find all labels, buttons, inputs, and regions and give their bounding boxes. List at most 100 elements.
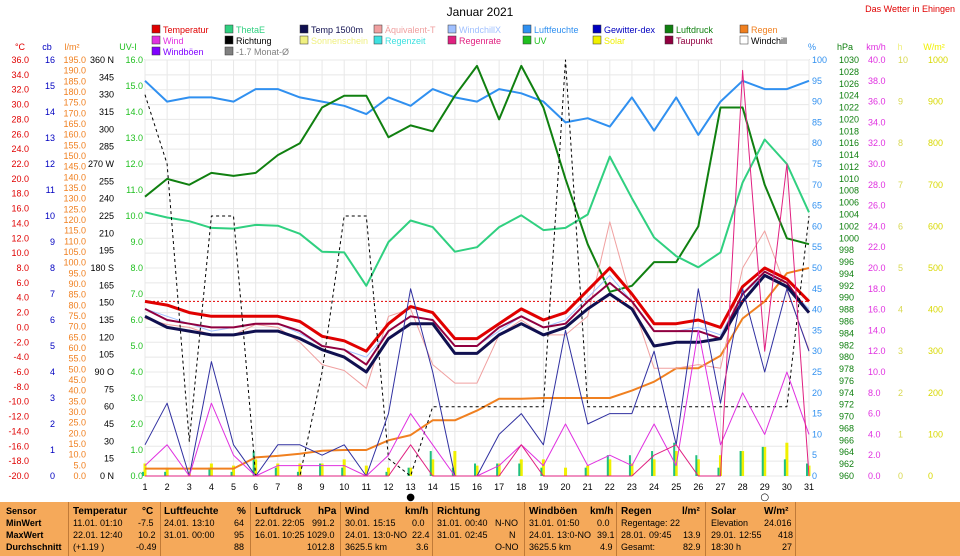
- legend-swatch: [447, 24, 457, 34]
- temp-tick-label: 24.0: [11, 144, 29, 154]
- x-tick-label: 31: [804, 482, 814, 492]
- wind-tick-label: 12.0: [868, 346, 886, 356]
- stats-solar-hours: 18:30 h: [711, 542, 742, 552]
- stats-regen-total-label: Gesamt:: [621, 542, 656, 552]
- cb-tick-label: 14: [45, 107, 55, 117]
- solar-bar: [431, 459, 435, 476]
- stats-row-label-min: MinWert: [6, 518, 42, 528]
- stats-luftdruck-min-value: 991.2: [312, 518, 335, 528]
- pressure-tick-label: 964: [839, 447, 854, 457]
- wind-tick-label: 38.0: [868, 76, 886, 86]
- wind-tick-label: 30.0: [868, 159, 886, 169]
- temp-tick-label: -18.0: [8, 456, 29, 466]
- wind-tick-label: 14.0: [868, 325, 886, 335]
- stats-regen-title: Regen: [621, 506, 652, 517]
- stats-richtung-max-date: 31.01.: [437, 530, 463, 540]
- hours-tick-label: 8: [898, 138, 903, 148]
- pressure-tick-label: 1002: [839, 221, 859, 231]
- stats-regen-days: Regentage: 22: [621, 518, 681, 528]
- pressure-tick-label: 1028: [839, 67, 859, 77]
- axis-unit-label: °C: [15, 42, 26, 52]
- uv-tick-label: 5.0: [130, 341, 143, 351]
- stats-luftdruck-avg-value: 1012.8: [307, 542, 335, 552]
- hours-tick-label: 7: [898, 180, 903, 190]
- x-tick-label: 26: [693, 482, 703, 492]
- pressure-tick-label: 1022: [839, 103, 859, 113]
- series-line: [144, 64, 810, 293]
- wind-tick-label: 10.0: [868, 367, 886, 377]
- direction-tick-label: 135: [99, 315, 114, 325]
- moon-phase-icon: ●: [406, 492, 415, 502]
- stats-windboeen-max-date: 24.01.: [529, 530, 555, 540]
- uv-tick-label: 13.0: [125, 133, 143, 143]
- sunshine-bar: [429, 451, 432, 476]
- moon-phase-icon: ○: [760, 492, 769, 502]
- legend-swatch: [151, 46, 161, 56]
- solar-bar: [564, 467, 568, 476]
- rain-tick-label: 50.0: [68, 364, 86, 374]
- solar-tick-label: 400: [928, 305, 943, 315]
- legend-label: Gewitter-dex: [604, 25, 656, 35]
- sunshine-bar: [496, 463, 499, 476]
- chart-title: Januar 2021: [447, 5, 514, 19]
- cb-tick-label: 9: [50, 237, 55, 247]
- sunshine-bar: [673, 442, 676, 476]
- stats-wind-distance: 3625.5 km: [345, 542, 388, 552]
- x-tick-label: 18: [516, 482, 526, 492]
- solar-bar: [608, 459, 612, 476]
- x-tick-label: 2: [165, 482, 170, 492]
- x-tick-label: 22: [605, 482, 615, 492]
- hours-tick-label: 5: [898, 263, 903, 273]
- humidity-tick-label: 25: [812, 367, 822, 377]
- series-line: [144, 266, 811, 353]
- pressure-tick-label: 996: [839, 257, 854, 267]
- uv-tick-label: 2.0: [130, 419, 143, 429]
- temp-tick-label: 18.0: [11, 189, 29, 199]
- cb-tick-label: 13: [45, 133, 55, 143]
- rain-tick-label: 0.0: [73, 471, 86, 481]
- humidity-tick-label: 90: [812, 97, 822, 107]
- pressure-tick-label: 970: [839, 412, 854, 422]
- legend-swatch: [664, 35, 674, 45]
- stats-luftdruck-max-value: 1029.0: [307, 530, 335, 540]
- uv-tick-label: 16.0: [125, 55, 143, 65]
- legend-label: Richtung: [236, 36, 272, 46]
- temp-tick-label: 22.0: [11, 159, 29, 169]
- sunshine-bar: [230, 471, 233, 476]
- sunshine-bar: [761, 446, 764, 476]
- solar-bar: [232, 465, 236, 476]
- legend-swatch: [522, 35, 532, 45]
- axis-unit-label: hPa: [837, 42, 853, 52]
- rain-tick-label: 155.0: [63, 140, 86, 150]
- stats-solar-unit: W/m²: [764, 506, 789, 517]
- pressure-tick-label: 1016: [839, 138, 859, 148]
- temp-tick-label: -8.0: [13, 382, 29, 392]
- uv-tick-label: 10.0: [125, 211, 143, 221]
- stats-windboeen-avg-value: 4.9: [600, 542, 613, 552]
- wind-tick-label: 4.0: [868, 429, 881, 439]
- temp-tick-label: 30.0: [11, 100, 29, 110]
- direction-tick-label: 75: [104, 384, 114, 394]
- hours-tick-label: 1: [898, 429, 903, 439]
- sunshine-bar: [651, 451, 654, 476]
- x-tick-label: 28: [738, 482, 748, 492]
- direction-tick-label: 285: [99, 142, 114, 152]
- solar-tick-label: 800: [928, 138, 943, 148]
- sunshine-bar: [341, 467, 344, 476]
- sunshine-bar: [274, 467, 277, 476]
- pressure-tick-label: 1014: [839, 150, 859, 160]
- uv-tick-label: 6.0: [130, 315, 143, 325]
- legend-label: Temperatur: [163, 25, 209, 35]
- humidity-tick-label: 75: [812, 159, 822, 169]
- humidity-tick-label: 20: [812, 388, 822, 398]
- x-tick-label: 13: [406, 482, 416, 492]
- legend-label: UV: [534, 36, 547, 46]
- humidity-tick-label: 15: [812, 409, 822, 419]
- stats-solar-title: Solar: [711, 506, 737, 517]
- axis-unit-label: UV-I: [119, 42, 137, 52]
- x-tick-label: 11: [362, 482, 371, 492]
- rain-tick-label: 140.0: [63, 172, 86, 182]
- solar-bar: [586, 465, 590, 476]
- temp-tick-label: 10.0: [11, 248, 29, 258]
- pressure-tick-label: 960: [839, 471, 854, 481]
